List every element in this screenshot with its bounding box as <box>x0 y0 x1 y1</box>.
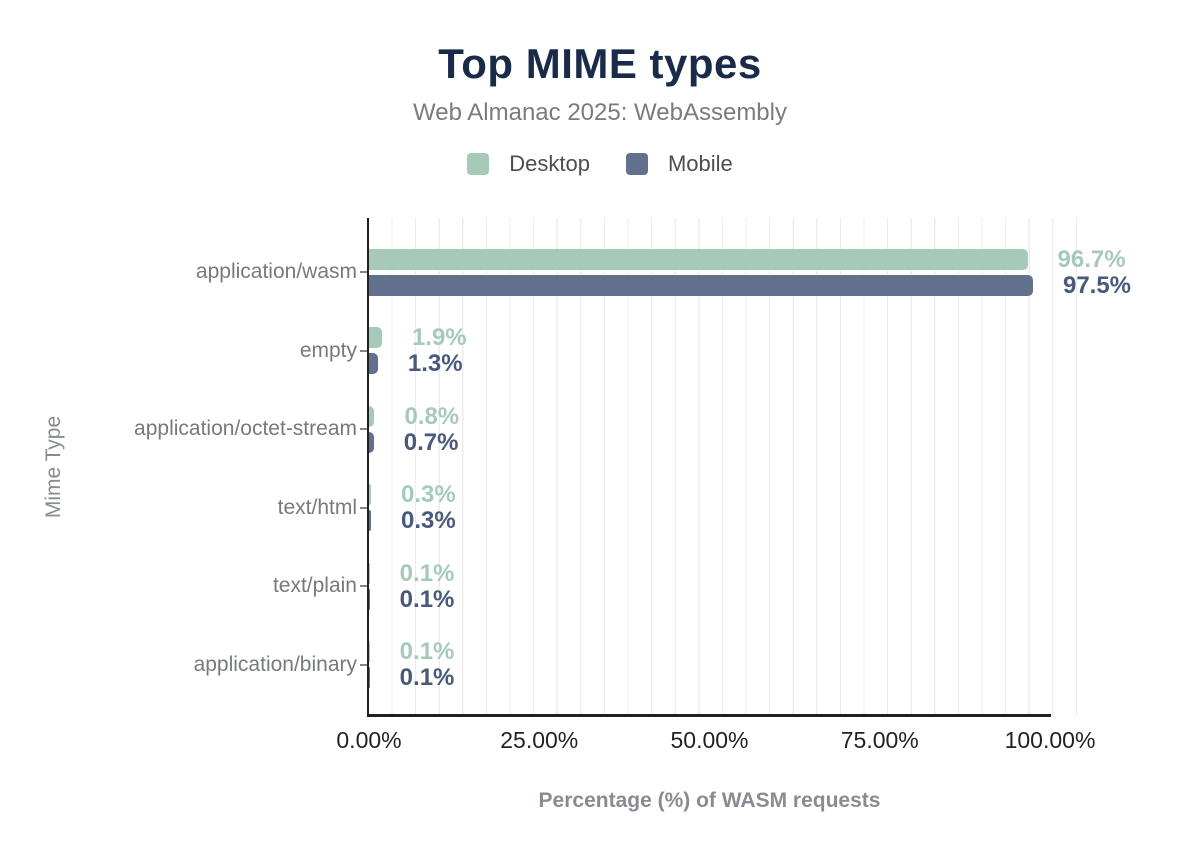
category-label: application/binary <box>193 652 357 676</box>
category-label: text/html <box>277 495 357 519</box>
value-label-mobile: 0.1% <box>399 585 455 613</box>
value-label-desktop: 96.7% <box>1057 245 1126 273</box>
category-label: application/octet-stream <box>134 417 357 440</box>
value-label-mobile: 1.3% <box>407 350 463 377</box>
category-tick <box>360 506 367 509</box>
category-tick <box>360 428 367 430</box>
legend-label-mobile: Mobile <box>667 151 733 176</box>
category-label: application/wasm <box>195 260 357 283</box>
bar-row: 0.3% 0.3% <box>369 481 1095 534</box>
category-tick <box>360 271 367 273</box>
x-axis-line <box>367 714 1051 717</box>
bar-row: 0.1% 0.1% <box>369 559 1095 613</box>
category-label: text/plain <box>272 574 357 597</box>
y-axis-line <box>367 218 369 716</box>
bar-mobile <box>369 274 1033 296</box>
category-tick <box>360 349 367 352</box>
category-tick <box>360 585 367 587</box>
x-axis-tick-label: 0.00% <box>336 727 402 753</box>
bar-mobile <box>369 431 374 453</box>
category-label: empty <box>299 338 357 362</box>
value-label-desktop: 0.8% <box>404 402 460 430</box>
x-axis-tick-label: 50.00% <box>670 727 749 753</box>
value-label-mobile: 97.5% <box>1062 271 1132 299</box>
x-axis-title: Percentage (%) of WASM requests <box>538 789 881 812</box>
bar-mobile <box>369 353 378 374</box>
bar-mobile <box>369 667 370 688</box>
value-label-mobile: 0.7% <box>403 428 459 456</box>
legend-label-desktop: Desktop <box>509 151 590 176</box>
bar-row: 0.8% 0.7% <box>369 402 1095 456</box>
category-tick <box>360 663 367 666</box>
bar-mobile <box>369 588 370 610</box>
bar-row: 0.1% 0.1% <box>369 638 1095 691</box>
bar-desktop <box>369 248 1028 270</box>
value-label-desktop: 0.1% <box>399 559 455 587</box>
bar-desktop <box>369 641 370 662</box>
value-label-mobile: 0.1% <box>399 664 455 691</box>
legend-item-desktop: Desktop <box>467 151 590 177</box>
chart-title: Top MIME types <box>438 40 762 87</box>
legend-swatch-mobile-icon <box>625 153 648 175</box>
legend-item-mobile: Mobile <box>625 151 733 177</box>
x-axis-tick-label: 75.00% <box>840 727 919 753</box>
bar-row: 96.7% 97.5% <box>369 247 1131 297</box>
value-label-mobile: 0.3% <box>401 507 456 534</box>
bar-desktop <box>369 327 382 348</box>
x-axis-tick-label: 100.00% <box>1004 727 1096 753</box>
value-label-desktop: 0.1% <box>399 638 455 665</box>
legend: Desktop Mobile <box>0 151 1200 177</box>
bar-desktop <box>369 562 370 584</box>
bar-mobile <box>369 510 372 531</box>
bar-desktop <box>369 405 375 427</box>
value-label-desktop: 1.9% <box>411 324 467 351</box>
plot-area: 96.7% 97.5% 1.9% 1.3% 0.8% 0.7% 0.3% 0.3% 0.1% 0.… <box>369 218 1131 716</box>
value-label-desktop: 0.3% <box>401 481 456 508</box>
x-axis-tick-label: 25.00% <box>500 727 579 753</box>
bar-desktop <box>369 484 372 505</box>
chart-subtitle: Web Almanac 2025: WebAssembly <box>413 99 787 126</box>
bar-row: 1.9% 1.3% <box>369 324 1095 377</box>
legend-swatch-desktop-icon <box>467 153 490 175</box>
